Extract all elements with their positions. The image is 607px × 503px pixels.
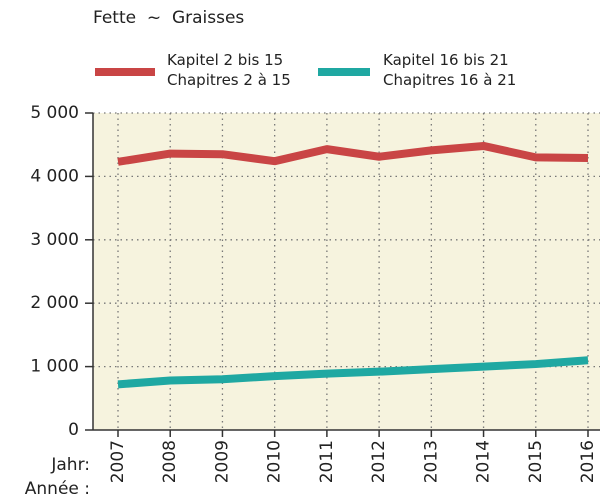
y-tick-label: 2 000 [30,293,79,313]
x-tick-label: 2011 [317,440,337,483]
y-tick-label: 1 000 [30,357,79,377]
x-tick-label: 2012 [369,440,389,483]
x-tick-label: 2016 [578,440,598,483]
data-line [117,141,589,166]
legend-label: Kapitel 2 bis 15 Chapitres 2 à 15 [167,51,291,89]
x-tick-label: 2015 [526,440,546,483]
x-tick-label: 2014 [474,440,494,483]
x-tick-label: 2013 [421,440,441,483]
y-tick-label: 5 000 [30,103,79,123]
legend-label: Kapitel 16 bis 21 Chapitres 16 à 21 [383,51,517,89]
chart-title: Fette ~ Graisses [93,8,245,28]
x-tick-label: 2010 [265,440,285,483]
x-tick-label: 2009 [212,440,232,483]
x-axis-label: Jahr: Année : [24,455,90,499]
y-tick-label: 0 [68,420,79,440]
x-tick-label: 2008 [160,440,180,483]
data-line [117,356,589,389]
y-tick-label: 4 000 [30,166,79,186]
x-tick-label: 2007 [108,440,128,483]
y-tick-label: 3 000 [30,230,79,250]
